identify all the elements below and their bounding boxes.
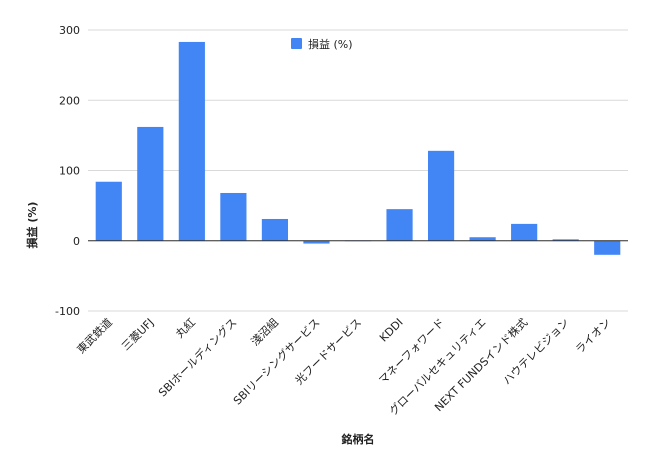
bar — [552, 239, 579, 241]
y-tick-label: -100 — [55, 305, 80, 318]
bar — [261, 218, 289, 241]
bar — [303, 240, 330, 244]
x-axis-title: 銘柄名 — [342, 432, 375, 446]
y-tick-label: 0 — [73, 235, 80, 248]
y-tick-label: 100 — [59, 165, 80, 178]
bars — [95, 41, 621, 255]
bar — [511, 223, 538, 241]
bar — [95, 181, 122, 241]
y-axis-title: 損益 (%) — [25, 202, 39, 249]
y-tick-label: 300 — [59, 24, 80, 37]
bar — [427, 150, 455, 241]
legend-swatch — [291, 38, 302, 49]
bar — [594, 240, 621, 255]
bar — [137, 126, 164, 241]
y-tick-label: 200 — [59, 94, 80, 107]
bar — [386, 209, 413, 241]
y-tick-labels: -100 0 100 200 300 — [55, 24, 80, 318]
bar — [469, 237, 496, 241]
legend: 損益 (%) — [291, 37, 353, 51]
legend-label: 損益 (%) — [308, 37, 353, 51]
bar — [220, 192, 247, 241]
bar — [178, 41, 205, 241]
